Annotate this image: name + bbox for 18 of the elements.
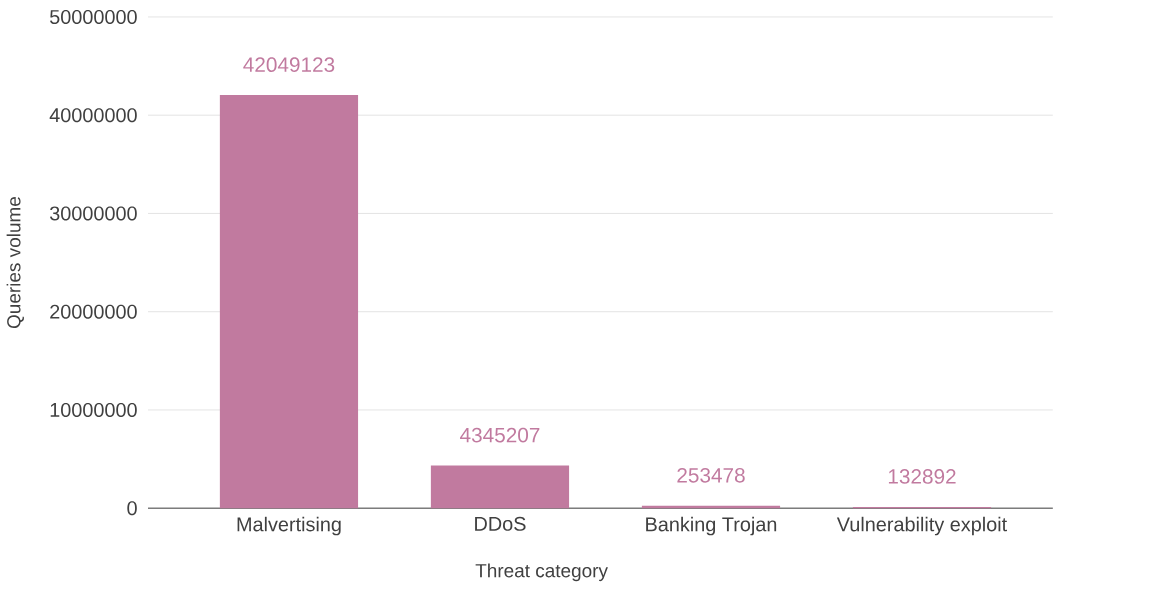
- x-tick-label: DDoS: [475, 516, 526, 531]
- y-tick-label: 30000000: [49, 206, 137, 221]
- bar: [430, 465, 570, 509]
- y-axis-title: Queries volume: [6, 197, 24, 329]
- y-tick-label: 20000000: [50, 304, 137, 319]
- x-tick-label: Banking Trojan: [646, 516, 777, 536]
- y-tick-label: 50000000: [50, 10, 137, 25]
- y-tick-label: 0: [127, 501, 137, 516]
- data-label: 42049123: [243, 57, 335, 73]
- x-tick-label: Malvertising: [237, 516, 341, 536]
- y-tick-label: 10000000: [50, 403, 137, 418]
- y-tick-label: 40000000: [49, 108, 137, 123]
- data-label: 132892: [888, 469, 956, 484]
- x-axis-title: Threat category: [475, 563, 608, 582]
- data-label: 253478: [677, 468, 745, 483]
- bar: [219, 95, 359, 509]
- x-tick-label: Vulnerability exploit: [836, 516, 1008, 536]
- data-label: 4345207: [460, 427, 540, 443]
